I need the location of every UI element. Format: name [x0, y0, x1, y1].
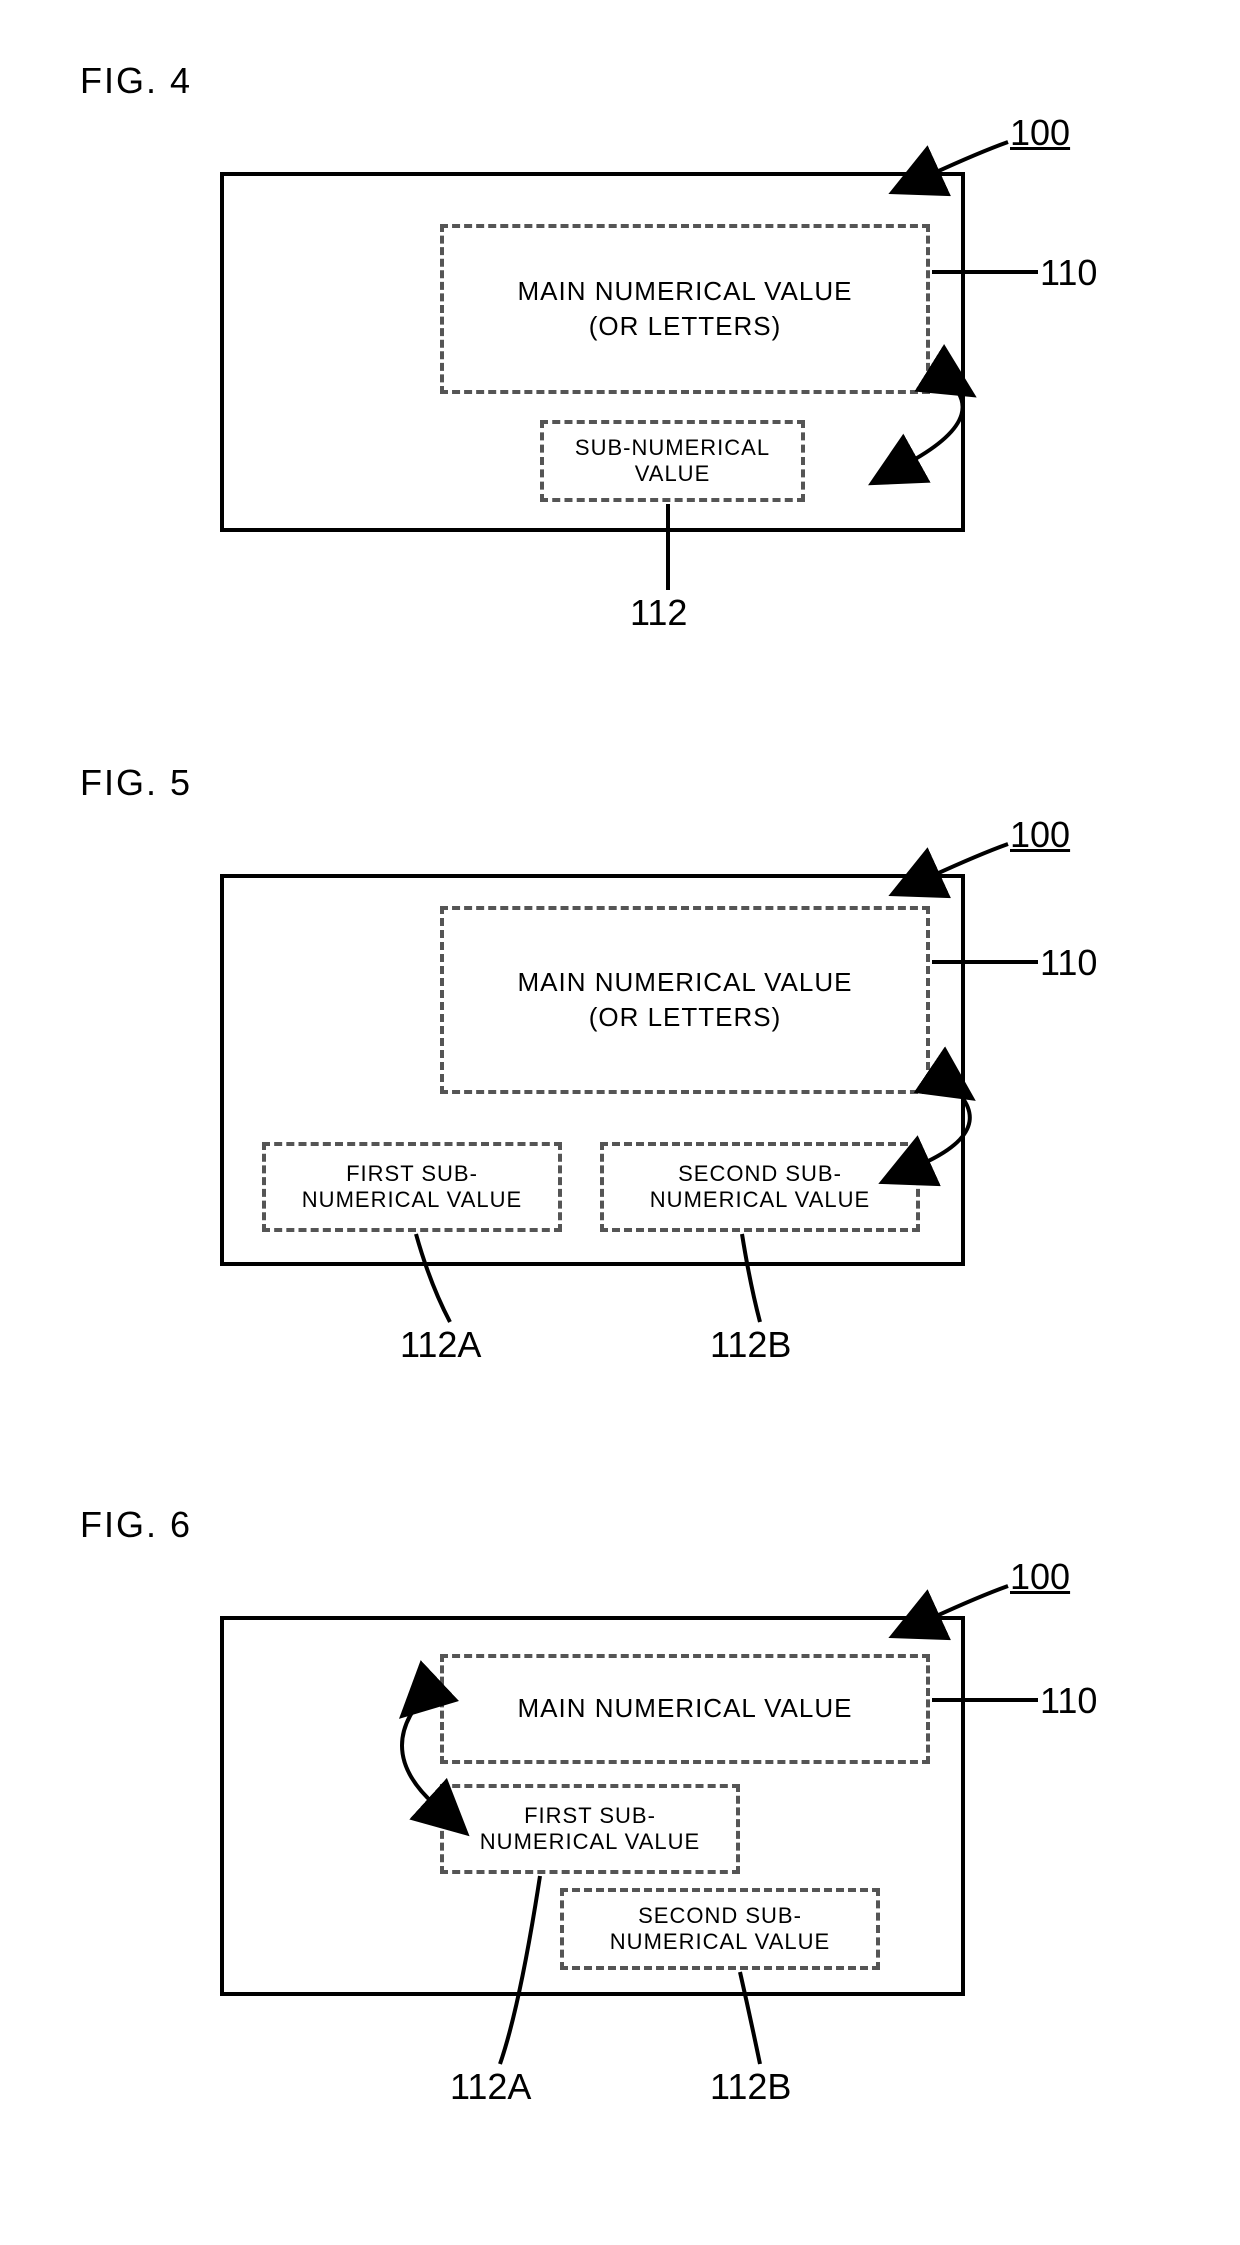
ref-110: 110: [1040, 942, 1097, 984]
main-value-box: MAIN NUMERICAL VALUE(OR LETTERS): [440, 906, 930, 1094]
ref-110: 110: [1040, 1680, 1097, 1722]
figure-label: FIG. 4: [80, 60, 1160, 102]
ref-110: 110: [1040, 252, 1097, 294]
sub2-value-box: SECOND SUB-NUMERICAL VALUE: [560, 1888, 880, 1970]
sub1-value-box: FIRST SUB-NUMERICAL VALUE: [440, 1784, 740, 1874]
panel-wrap: MAIN NUMERICAL VALUE FIRST SUB-NUMERICAL…: [220, 1576, 1040, 2136]
ref-112a: 112A: [450, 2066, 531, 2108]
ref-100: 100: [1010, 112, 1070, 154]
sub-value-box: SUB-NUMERICALVALUE: [540, 420, 805, 502]
sub2-value-text: SECOND SUB-NUMERICAL VALUE: [650, 1161, 870, 1214]
main-value-box: MAIN NUMERICAL VALUE(OR LETTERS): [440, 224, 930, 394]
figure-label: FIG. 6: [80, 1504, 1160, 1546]
sub2-value-box: SECOND SUB-NUMERICAL VALUE: [600, 1142, 920, 1232]
sub1-value-text: FIRST SUB-NUMERICAL VALUE: [302, 1161, 522, 1214]
figure-6: FIG. 6 MAIN NUMERICAL VALUE FIRST SUB-NU…: [80, 1504, 1160, 2136]
figure-5: FIG. 5 MAIN NUMERICAL VALUE(OR LETTERS) …: [80, 762, 1160, 1394]
main-value-text: MAIN NUMERICAL VALUE: [518, 1691, 853, 1726]
ref-100: 100: [1010, 814, 1070, 856]
sub1-value-text: FIRST SUB-NUMERICAL VALUE: [480, 1803, 700, 1856]
ref-112a: 112A: [400, 1324, 481, 1366]
main-value-box: MAIN NUMERICAL VALUE: [440, 1654, 930, 1764]
figure-4: FIG. 4 MAIN NUMERICAL VALUE(OR LETTERS) …: [80, 60, 1160, 652]
ref-100: 100: [1010, 1556, 1070, 1598]
sub-value-text: SUB-NUMERICALVALUE: [575, 435, 770, 488]
main-value-text: MAIN NUMERICAL VALUE(OR LETTERS): [518, 274, 853, 344]
sub1-value-box: FIRST SUB-NUMERICAL VALUE: [262, 1142, 562, 1232]
main-value-text: MAIN NUMERICAL VALUE(OR LETTERS): [518, 965, 853, 1035]
figure-label: FIG. 5: [80, 762, 1160, 804]
ref-112b: 112B: [710, 1324, 791, 1366]
panel-wrap: MAIN NUMERICAL VALUE(OR LETTERS) FIRST S…: [220, 834, 1040, 1394]
panel-wrap: MAIN NUMERICAL VALUE(OR LETTERS) SUB-NUM…: [220, 132, 1040, 652]
ref-112b: 112B: [710, 2066, 791, 2108]
sub2-value-text: SECOND SUB-NUMERICAL VALUE: [610, 1903, 830, 1956]
ref-112: 112: [630, 592, 687, 634]
